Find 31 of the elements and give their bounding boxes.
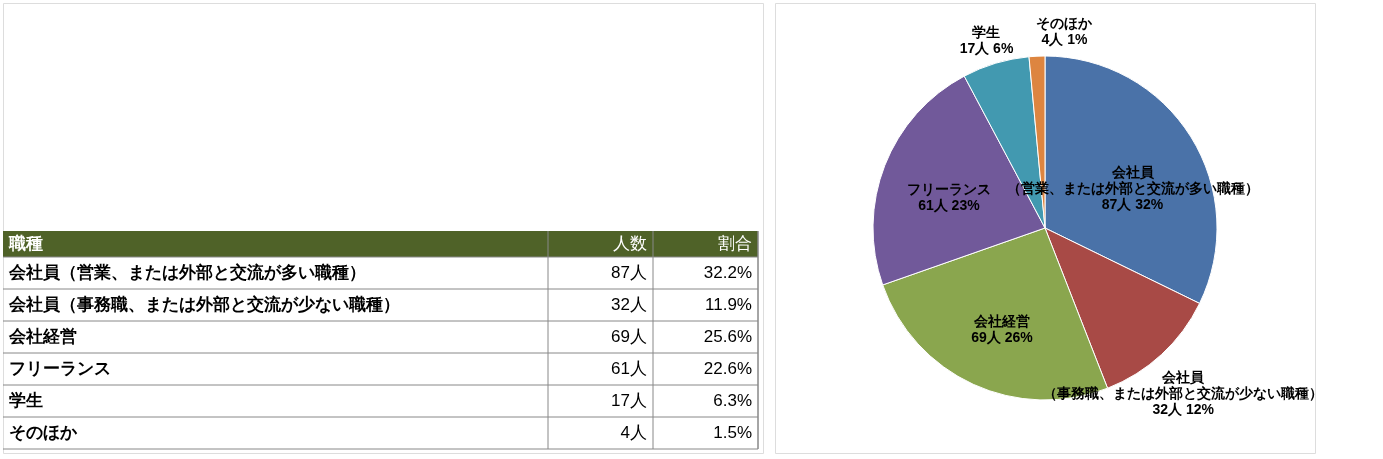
slice-label: 学生 (972, 23, 1001, 40)
text: 61人 (611, 359, 647, 378)
data-label: 4人 1% (1041, 31, 1088, 48)
slice-label: そのほか (1036, 15, 1094, 32)
text: 1.5% (713, 423, 752, 442)
text: 32.2% (703, 263, 752, 282)
data-label: 69人 26% (971, 328, 1034, 345)
text: 会社経営 (8, 327, 77, 346)
data-label: 61人 23% (918, 197, 981, 214)
text: 32人 (611, 295, 647, 314)
text: 22.6% (703, 359, 752, 378)
slice-label: 会社経営 (972, 312, 1030, 329)
text: 4人 (620, 423, 647, 442)
text: 17人 (611, 391, 647, 410)
text: 25.6% (703, 327, 752, 346)
data-label: 32人 12% (1152, 401, 1215, 417)
text: 職種 (8, 234, 43, 253)
text: 会社員（営業、または外部と交流が多い職種） (8, 263, 366, 282)
text: 6.3% (713, 391, 752, 410)
text: 87人 (611, 263, 647, 282)
data-label: 17人 6% (959, 39, 1014, 56)
text: 割合 (718, 234, 752, 253)
slice-label: フリーランス (906, 181, 991, 198)
text: 学生 (9, 391, 43, 410)
data-label: 87人 32% (1101, 196, 1164, 213)
text: 人数 (613, 234, 647, 253)
text: そのほか (9, 423, 78, 442)
text: 会社員（事務職、または外部と交流が少ない職種） (8, 295, 400, 314)
text: 11.9% (705, 295, 752, 314)
text: フリーランス (9, 359, 111, 378)
text: 69人 (611, 327, 647, 346)
